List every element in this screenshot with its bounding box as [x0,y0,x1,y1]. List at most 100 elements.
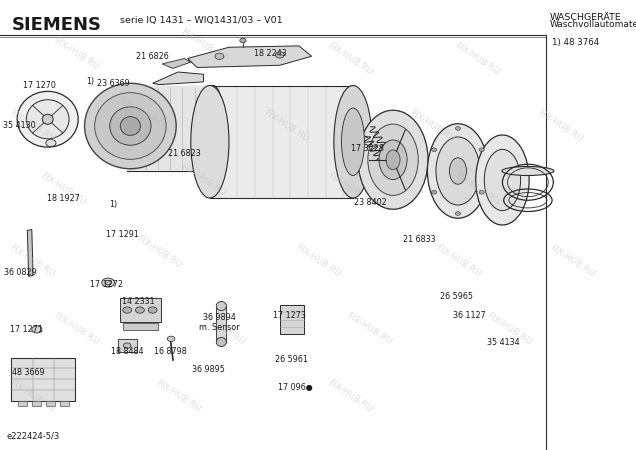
Ellipse shape [95,93,166,159]
Circle shape [432,190,437,194]
Ellipse shape [26,100,69,139]
Circle shape [105,280,111,285]
Ellipse shape [202,86,225,171]
FancyBboxPatch shape [120,298,161,322]
Text: 36 9894: 36 9894 [203,313,236,322]
Text: FIX-HUB.RU: FIX-HUB.RU [408,108,457,144]
Text: FIX-HUB.RU: FIX-HUB.RU [52,36,100,72]
Circle shape [479,148,484,152]
Ellipse shape [120,117,141,135]
Polygon shape [216,306,226,342]
Text: 18 1927: 18 1927 [47,194,80,203]
Text: 26 5961: 26 5961 [275,356,308,364]
Ellipse shape [450,158,466,184]
Ellipse shape [379,140,407,180]
Polygon shape [162,58,191,68]
Ellipse shape [216,302,226,310]
Text: 17 096●: 17 096● [279,383,313,392]
Ellipse shape [110,107,151,145]
Text: 14 2331: 14 2331 [122,297,155,306]
Text: FIX-HUB.RU: FIX-HUB.RU [453,40,501,76]
Ellipse shape [476,135,529,225]
Ellipse shape [191,86,229,198]
Circle shape [148,307,157,313]
FancyBboxPatch shape [60,400,69,406]
Ellipse shape [42,114,53,124]
Text: FIX-HUB.RU: FIX-HUB.RU [52,310,100,346]
Ellipse shape [17,91,78,147]
Ellipse shape [427,124,488,218]
Polygon shape [27,230,33,276]
Text: 17 1291: 17 1291 [106,230,139,239]
Text: FIX-HUB.RU: FIX-HUB.RU [326,378,374,414]
Text: 18 8484: 18 8484 [111,347,144,356]
Text: FIX-HUB.RU: FIX-HUB.RU [135,234,183,270]
Text: FIX-HUB.RU: FIX-HUB.RU [39,171,88,207]
Text: 17 1270: 17 1270 [23,81,56,90]
Text: m. Sensor: m. Sensor [199,323,240,332]
Text: 36 9895: 36 9895 [192,365,225,374]
Text: 17 1273: 17 1273 [273,311,306,320]
Text: serie IQ 1431 – WIQ1431/03 – V01: serie IQ 1431 – WIQ1431/03 – V01 [120,16,282,25]
Text: SIEMENS: SIEMENS [11,16,102,34]
Text: 26 5965: 26 5965 [440,292,473,301]
Ellipse shape [502,166,554,176]
Text: FIX-HUB.RU: FIX-HUB.RU [262,108,310,144]
Text: FIX-HUB.RU: FIX-HUB.RU [8,108,56,144]
Circle shape [455,212,460,216]
Text: FIX-HUB.RU: FIX-HUB.RU [345,310,393,346]
FancyBboxPatch shape [118,339,137,352]
FancyBboxPatch shape [11,358,75,400]
FancyBboxPatch shape [280,305,304,334]
Circle shape [275,52,284,58]
Ellipse shape [436,137,480,205]
Text: 35 4134: 35 4134 [487,338,520,347]
Circle shape [215,53,224,59]
Polygon shape [153,72,204,85]
Circle shape [123,343,131,348]
Text: 36 0829: 36 0829 [4,268,37,277]
Text: FIX-HUB.RU: FIX-HUB.RU [536,108,584,144]
Text: e222424-5/3: e222424-5/3 [6,431,60,440]
Text: FIX-HUB.RU: FIX-HUB.RU [294,243,342,279]
Ellipse shape [207,105,219,152]
Circle shape [46,140,56,147]
Text: FIX-HUB.RU: FIX-HUB.RU [8,243,56,279]
FancyBboxPatch shape [18,400,27,406]
Text: 17 3228: 17 3228 [351,144,384,153]
Text: 17 1271: 17 1271 [10,325,43,334]
Text: FIX-HUB.RU: FIX-HUB.RU [179,162,228,198]
Text: 23 8402: 23 8402 [354,198,387,207]
Text: Waschvollautomaten: Waschvollautomaten [550,20,636,29]
Polygon shape [210,86,353,198]
Text: FIX-HUB.RU: FIX-HUB.RU [485,310,533,346]
Text: FIX-HUB.RU: FIX-HUB.RU [453,171,501,207]
Text: FIX-HUB.RU: FIX-HUB.RU [8,378,56,414]
Polygon shape [188,46,312,68]
Text: FIX-HUB.RU: FIX-HUB.RU [434,243,482,279]
FancyBboxPatch shape [32,400,41,406]
Text: 1) 48 3764: 1) 48 3764 [552,38,599,47]
Text: 16 8798: 16 8798 [154,347,187,356]
Circle shape [135,307,144,313]
Ellipse shape [386,150,400,170]
Circle shape [167,336,175,342]
Text: 23 6369: 23 6369 [97,79,130,88]
Text: 21 6833: 21 6833 [403,235,436,244]
Ellipse shape [216,338,226,346]
Text: 1): 1) [109,200,117,209]
Circle shape [455,126,460,130]
Text: 36 1127: 36 1127 [453,311,486,320]
Circle shape [479,190,484,194]
Text: 17 1272: 17 1272 [90,280,123,289]
Text: FIX-HUB.RU: FIX-HUB.RU [179,27,228,63]
Circle shape [32,326,42,333]
Text: 18 2243: 18 2243 [254,50,287,58]
Text: FIX-HUB.RU: FIX-HUB.RU [198,310,247,346]
Ellipse shape [358,110,428,209]
Text: 35 4130: 35 4130 [3,122,36,130]
Polygon shape [127,86,213,171]
Ellipse shape [484,149,521,211]
Text: 1): 1) [86,77,94,86]
Circle shape [432,148,437,152]
